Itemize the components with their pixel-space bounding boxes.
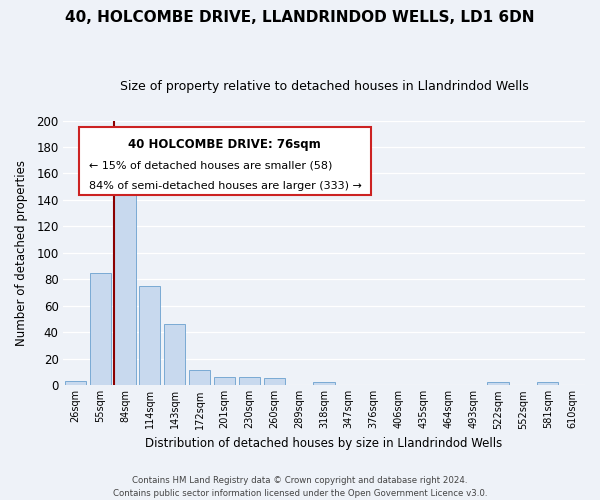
Bar [115,167,136,385]
FancyBboxPatch shape [79,127,371,194]
Text: 40, HOLCOMBE DRIVE, LLANDRINDOD WELLS, LD1 6DN: 40, HOLCOMBE DRIVE, LLANDRINDOD WELLS, L… [65,10,535,25]
Bar [139,286,160,385]
Text: ← 15% of detached houses are smaller (58): ← 15% of detached houses are smaller (58… [89,160,332,170]
Text: 84% of semi-detached houses are larger (333) →: 84% of semi-detached houses are larger (… [89,182,362,192]
Bar [164,324,185,385]
Bar [89,272,111,385]
Bar [239,377,260,385]
Text: 40 HOLCOMBE DRIVE: 76sqm: 40 HOLCOMBE DRIVE: 76sqm [128,138,321,150]
Bar [487,382,509,385]
Text: Contains HM Land Registry data © Crown copyright and database right 2024.
Contai: Contains HM Land Registry data © Crown c… [113,476,487,498]
Bar [313,382,335,385]
Title: Size of property relative to detached houses in Llandrindod Wells: Size of property relative to detached ho… [119,80,529,93]
Bar [65,381,86,385]
Bar [189,370,210,385]
Y-axis label: Number of detached properties: Number of detached properties [15,160,28,346]
Bar [263,378,285,385]
Bar [214,377,235,385]
Bar [537,382,558,385]
X-axis label: Distribution of detached houses by size in Llandrindod Wells: Distribution of detached houses by size … [145,437,503,450]
